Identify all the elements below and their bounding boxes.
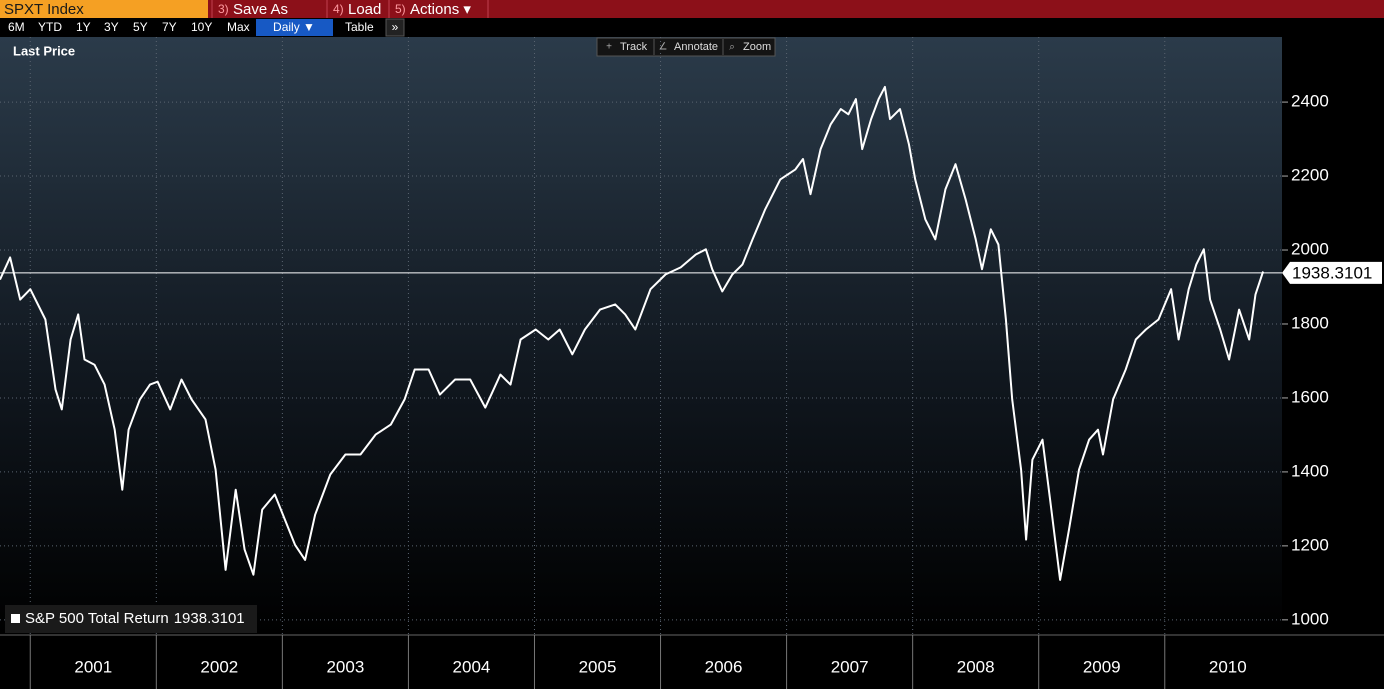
ticker: SPXT Index <box>4 1 84 18</box>
range-button[interactable]: Max <box>227 20 250 34</box>
table-button[interactable]: Table <box>345 20 374 34</box>
y-tick-label: 1400 <box>1291 461 1329 480</box>
legend-box[interactable] <box>5 605 257 633</box>
menu-item[interactable]: Load <box>348 1 381 18</box>
legend-swatch <box>11 614 20 623</box>
legend-name: S&P 500 Total Return <box>25 610 169 627</box>
y-tick-label: 1800 <box>1291 313 1329 332</box>
plot-area <box>0 37 1282 635</box>
y-tick-label: 2400 <box>1291 92 1329 111</box>
menu-bar <box>0 0 1384 18</box>
menu-key[interactable]: 4) <box>333 2 344 16</box>
ticker-box[interactable] <box>0 0 208 18</box>
x-tick-label: 2004 <box>453 657 491 676</box>
y-tick-label: 1600 <box>1291 387 1329 406</box>
range-button[interactable]: 7Y <box>162 20 177 34</box>
range-button[interactable]: 1Y <box>76 20 91 34</box>
range-button[interactable]: 5Y <box>133 20 148 34</box>
range-button[interactable]: 3Y <box>104 20 119 34</box>
x-tick-label: 2010 <box>1209 657 1247 676</box>
y-axis-area <box>1282 37 1384 635</box>
more-button[interactable]: » <box>392 20 399 34</box>
x-tick-label: 2009 <box>1083 657 1121 676</box>
tool-icon: + <box>606 42 612 53</box>
last-price-tag <box>1282 261 1382 284</box>
series-label: Last Price <box>13 43 75 58</box>
legend-value: 1938.3101 <box>174 610 245 627</box>
y-tick-label: 2200 <box>1291 166 1329 185</box>
x-tick-label: 2001 <box>74 657 112 676</box>
x-tick-label: 2005 <box>579 657 617 676</box>
menu-item[interactable]: Actions ▾ <box>410 1 471 18</box>
frequency-button[interactable]: Daily ▼ <box>273 20 315 34</box>
y-tick-label: 2000 <box>1291 240 1329 259</box>
range-button[interactable]: 6M <box>8 20 25 34</box>
menu-key[interactable]: 3) <box>218 2 229 16</box>
x-tick-label: 2007 <box>831 657 869 676</box>
x-tick-label: 2002 <box>200 657 238 676</box>
tool-button[interactable]: Zoom <box>743 41 771 53</box>
tool-icon: ∠ <box>659 42 668 53</box>
chart-tools <box>596 37 776 57</box>
x-tick-label: 2006 <box>705 657 743 676</box>
x-tick-label: 2003 <box>326 657 364 676</box>
y-tick-label: 1000 <box>1291 609 1329 628</box>
tool-button[interactable]: Track <box>620 41 648 53</box>
tool-button[interactable]: Annotate <box>674 41 718 53</box>
range-button[interactable]: YTD <box>38 20 62 34</box>
menu-key[interactable]: 5) <box>395 2 406 16</box>
menu-item[interactable]: Save As <box>233 1 288 18</box>
range-button[interactable]: 10Y <box>191 20 212 34</box>
frequency-box[interactable] <box>256 19 333 36</box>
last-price-label: 1938.3101 <box>1292 263 1372 282</box>
price-line <box>0 85 1265 581</box>
y-tick-label: 1200 <box>1291 535 1329 554</box>
tool-icon: ⌕ <box>729 42 735 53</box>
toolbar <box>0 18 1384 37</box>
legend-text: S&P 500 Total Return 1938.3101 <box>25 610 245 627</box>
more-box[interactable] <box>385 18 405 37</box>
x-tick-label: 2008 <box>957 657 995 676</box>
